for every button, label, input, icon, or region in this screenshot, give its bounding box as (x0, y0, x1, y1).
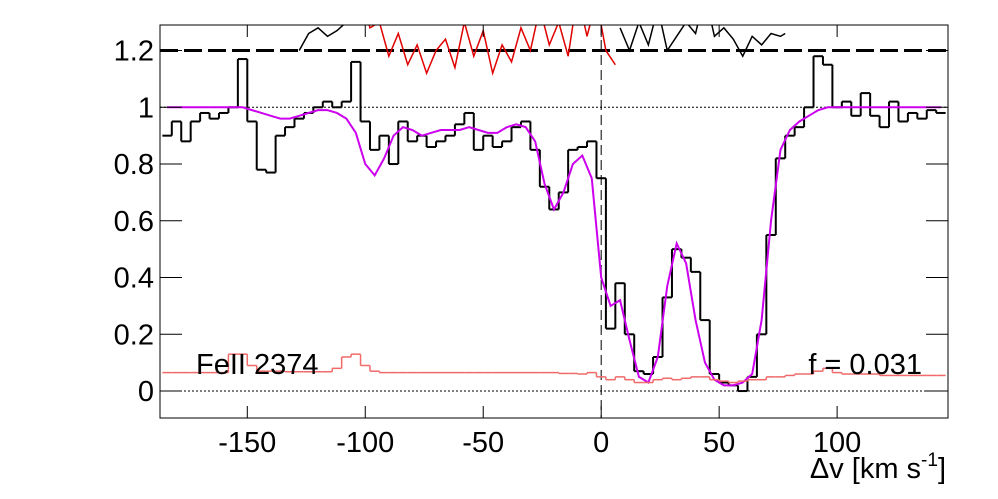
y-tick-label: 0 (138, 376, 154, 408)
x-axis-label: Δv [km s-1] (810, 450, 946, 485)
y-tick-label: 0.6 (114, 206, 154, 238)
annotation: f = 0.031 (808, 349, 922, 381)
y-tick-label: 0.8 (114, 149, 154, 181)
y-tick-label: 0.4 (114, 263, 154, 295)
frame (159, 24, 949, 419)
x-tick-label: -50 (462, 427, 504, 459)
x-tick-label: 0 (593, 427, 609, 459)
x-tick-label: 50 (703, 427, 735, 459)
series-line (167, 106, 941, 387)
series-line (298, 25, 786, 58)
x-axis-label-sup: -1 (921, 450, 938, 471)
axes: 0 0.2 0.4 0.6 0.8 1 1.2 -150 -100 -50 0 50 100 (114, 25, 948, 459)
y-tick-label: 1.2 (114, 36, 154, 68)
x-tick-label: -100 (336, 427, 394, 459)
x-axis-label-text: Δv [km s (810, 453, 921, 485)
y-tick-label: 0.2 (114, 319, 154, 351)
x-axis-label-end: ] (938, 453, 946, 485)
x-tick-label: -150 (218, 427, 276, 459)
annotation: FeII 2374 (196, 349, 319, 381)
plot-area (160, 25, 948, 418)
x-tick-label: 100 (813, 427, 861, 459)
series-line (368, 25, 616, 77)
y-tick-label: 1 (138, 92, 154, 124)
